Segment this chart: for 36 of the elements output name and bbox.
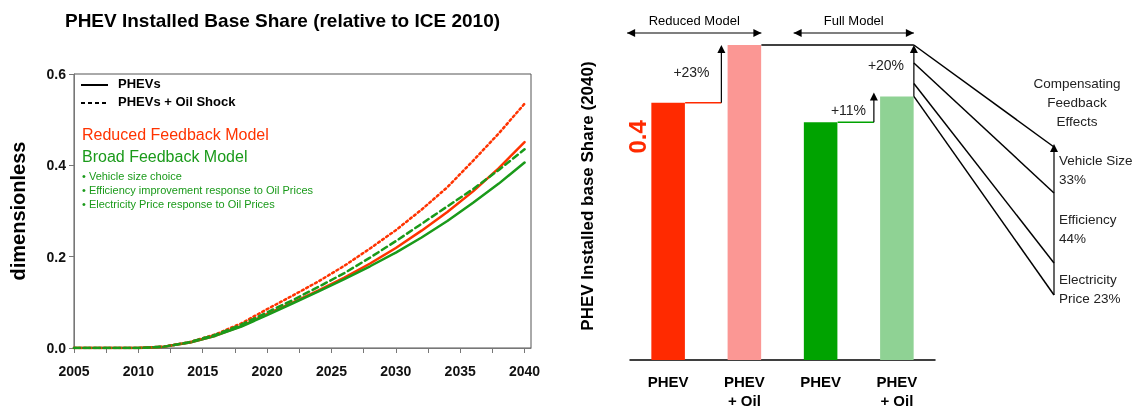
x-tick-label: 2035 — [444, 363, 476, 379]
x-tick-label: 2030 — [380, 363, 412, 379]
x-tick-label: 2040 — [508, 363, 541, 379]
annotation: • Efficiency improvement response to Oil Prices — [82, 184, 314, 196]
text: Vehicle Size 33% — [1059, 152, 1134, 189]
annotation: • Electricity Price response to Oil Prices — [82, 198, 275, 210]
text: Electricity Price 23% — [1059, 271, 1122, 308]
text: Efficiency 44% — [1059, 211, 1118, 248]
text: Full Model — [823, 13, 884, 28]
text: Reduced Model — [648, 13, 740, 28]
text: Compensating Feedback Effects — [1032, 75, 1122, 131]
x-tick-label: PHEV + Oil — [723, 373, 765, 409]
y-tick-label: 0.4 — [46, 157, 67, 174]
x-tick-label: PHEV — [647, 373, 689, 390]
y-tick-label: 0.2 — [46, 248, 67, 265]
y-axis-title: dimensionless — [7, 141, 29, 281]
annotation: PHEVs + Oil Shock — [118, 94, 236, 109]
x-tick-label: 2010 — [122, 363, 155, 379]
annotation: Reduced Feedback Model — [82, 126, 269, 144]
chart-title: PHEV Installed Base Share (relative to ICE 2010) — [64, 10, 501, 31]
annotation: +11% — [830, 102, 867, 119]
y-tick-label: 0.0 — [46, 340, 67, 356]
x-tick-label: PHEV — [800, 373, 842, 390]
x-tick-label: 2015 — [187, 363, 219, 379]
data-label: 0.4 — [623, 119, 651, 154]
annotation: • Vehicle size choice — [82, 170, 182, 182]
x-tick-label: 2005 — [58, 363, 90, 379]
y-axis-title: PHEV Installed base Share (2040) — [578, 61, 598, 331]
y-tick-label: 0.6 — [46, 66, 67, 82]
x-tick-label: 2020 — [251, 363, 283, 379]
annotation: +23% — [673, 63, 710, 80]
annotation: PHEVs — [118, 76, 161, 91]
x-tick-label: PHEV + Oil — [876, 373, 918, 409]
annotation: Broad Feedback Model — [82, 148, 248, 166]
x-tick-label: 2025 — [315, 363, 348, 379]
annotation: +20% — [867, 57, 905, 73]
